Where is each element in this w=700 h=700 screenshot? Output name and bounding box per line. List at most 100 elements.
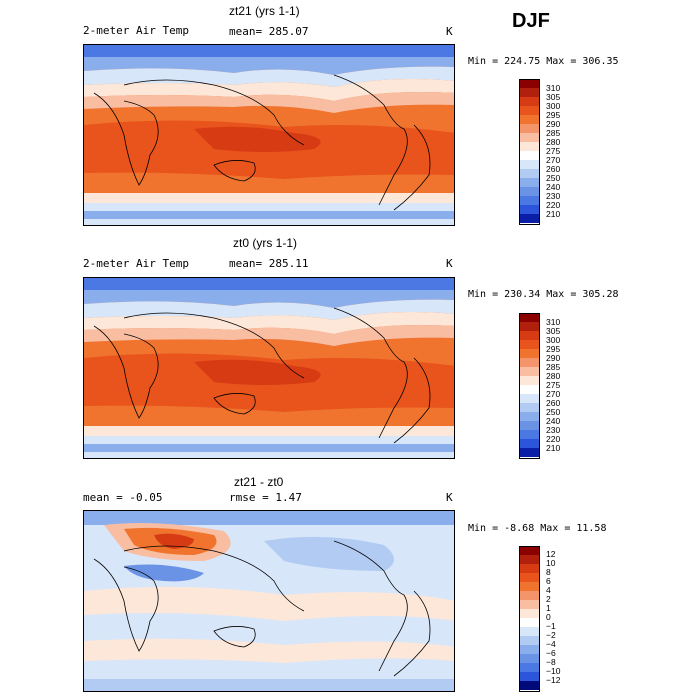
colorbar-3-seg: [520, 663, 539, 672]
panel-1-colorbar-label: 275: [546, 146, 561, 156]
panel-1-unit: K: [446, 25, 453, 38]
colorbar-2-seg: [520, 340, 539, 349]
colorbar-2-seg: [520, 412, 539, 421]
panel-1-colorbar-label: 290: [546, 119, 561, 129]
colorbar-3-seg: [520, 609, 539, 618]
colorbar-3-seg: [520, 573, 539, 582]
panel-3-colorbar: [519, 546, 540, 692]
colorbar-3-seg: [520, 564, 539, 573]
colorbar-2-seg: [520, 421, 539, 430]
panel-2-left-label: 2-meter Air Temp: [83, 257, 189, 270]
colorbar-3-seg: [520, 547, 539, 555]
panel-2-colorbar-label: 295: [546, 344, 561, 354]
panel-2-colorbar-label: 280: [546, 371, 561, 381]
panel-3-minmax: Min = -8.68 Max = 11.58: [468, 523, 607, 534]
panel-3-colorbar-label: 8: [546, 567, 551, 577]
panel-1-colorbar-label: 210: [546, 209, 561, 219]
panel-3-colorbar-label: 6: [546, 576, 551, 586]
panel-2-colorbar-label: 300: [546, 335, 561, 345]
colorbar-2-seg: [520, 430, 539, 439]
colorbar-3-seg: [520, 591, 539, 600]
panel-3-colorbar-label: −4: [546, 639, 556, 649]
colorbar-3-seg: [520, 672, 539, 681]
panel-2-colorbar-label: 240: [546, 416, 561, 426]
panel-1-colorbar-label: 240: [546, 182, 561, 192]
panel-3-colorbar-label: 2: [546, 594, 551, 604]
panel-3-colorbar-label: −6: [546, 648, 556, 658]
panel-3-map-svg: [84, 511, 454, 691]
colorbar-1-seg: [520, 187, 539, 196]
colorbar-1-seg: [520, 196, 539, 205]
panel-1-colorbar: [519, 79, 540, 225]
panel-1-colorbar-label: 230: [546, 191, 561, 201]
panel-1-colorbar-label: 260: [546, 164, 561, 174]
panel-3-map: [83, 510, 455, 692]
colorbar-1-seg: [520, 124, 539, 133]
panel-1-colorbar-label: 300: [546, 101, 561, 111]
panel-1-colorbar-label: 305: [546, 92, 561, 102]
colorbar-1-seg: [520, 169, 539, 178]
colorbar-3-seg: [520, 582, 539, 591]
colorbar-3-seg: [520, 654, 539, 663]
panel-3-colorbar-label: −2: [546, 630, 556, 640]
panel-2-mean-label: mean= 285.11: [229, 257, 309, 270]
panel-2-colorbar-label: 305: [546, 326, 561, 336]
panel-1-colorbar-label: 310: [546, 83, 561, 93]
colorbar-1-seg: [520, 80, 539, 88]
panel-2-colorbar-label: 210: [546, 443, 561, 453]
panel-1-left-label: 2-meter Air Temp: [83, 24, 189, 37]
season-label: DJF: [512, 10, 550, 32]
colorbar-3-seg: [520, 636, 539, 645]
colorbar-3-seg: [520, 627, 539, 636]
colorbar-3-seg: [520, 600, 539, 609]
panel-2-map: [83, 277, 455, 459]
colorbar-2-seg: [520, 403, 539, 412]
panel-1-colorbar-label: 295: [546, 110, 561, 120]
panel-3-colorbar-label: 12: [546, 549, 556, 559]
panel-3-colorbar-label: −8: [546, 657, 556, 667]
panel-2-minmax: Min = 230.34 Max = 305.28: [468, 289, 619, 300]
panel-2-title: zt0 (yrs 1-1): [233, 236, 298, 250]
colorbar-2-seg: [520, 349, 539, 358]
colorbar-1-seg: [520, 151, 539, 160]
panel-3-colorbar-label: 4: [546, 585, 551, 595]
panel-3-unit: K: [446, 491, 453, 504]
colorbar-2-seg: [520, 376, 539, 385]
colorbar-1-seg: [520, 106, 539, 115]
colorbar-3-seg: [520, 681, 539, 690]
colorbar-2-seg: [520, 331, 539, 340]
panel-2-map-svg: [84, 278, 454, 458]
panel-1-colorbar-label: 285: [546, 128, 561, 138]
colorbar-3-seg: [520, 645, 539, 654]
panel-2-colorbar-label: 220: [546, 434, 561, 444]
panel-3-colorbar-label: 1: [546, 603, 551, 613]
panel-3-mean-label: mean = -0.05: [83, 491, 163, 504]
panel-1-colorbar-label: 220: [546, 200, 561, 210]
panel-3-colorbar-label: 10: [546, 558, 556, 568]
panel-2-colorbar-label: 230: [546, 425, 561, 435]
panel-1-colorbar-label: 280: [546, 137, 561, 147]
panel-2-colorbar: [519, 313, 540, 459]
panel-3-colorbar-label: 0: [546, 612, 551, 622]
panel-1-colorbar-label: 250: [546, 173, 561, 183]
colorbar-1-seg: [520, 133, 539, 142]
panel-1-title: zt21 (yrs 1-1): [229, 4, 300, 18]
panel-2-unit: K: [446, 257, 453, 270]
panel-2-colorbar-label: 275: [546, 380, 561, 390]
colorbar-2-seg: [520, 322, 539, 331]
colorbar-1-seg: [520, 214, 539, 223]
colorbar-1-seg: [520, 142, 539, 151]
panel-3-colorbar-label: −10: [546, 666, 561, 676]
colorbar-2-seg: [520, 358, 539, 367]
panel-1-minmax: Min = 224.75 Max = 306.35: [468, 56, 619, 67]
panel-3-colorbar-label: −1: [546, 621, 556, 631]
colorbar-2-seg: [520, 439, 539, 448]
panel-2-colorbar-label: 250: [546, 407, 561, 417]
colorbar-3-seg: [520, 618, 539, 627]
colorbar-2-seg: [520, 394, 539, 403]
colorbar-2-seg: [520, 448, 539, 457]
colorbar-1-seg: [520, 88, 539, 97]
colorbar-3-seg: [520, 555, 539, 564]
colorbar-1-seg: [520, 97, 539, 106]
panel-2-colorbar-label: 285: [546, 362, 561, 372]
